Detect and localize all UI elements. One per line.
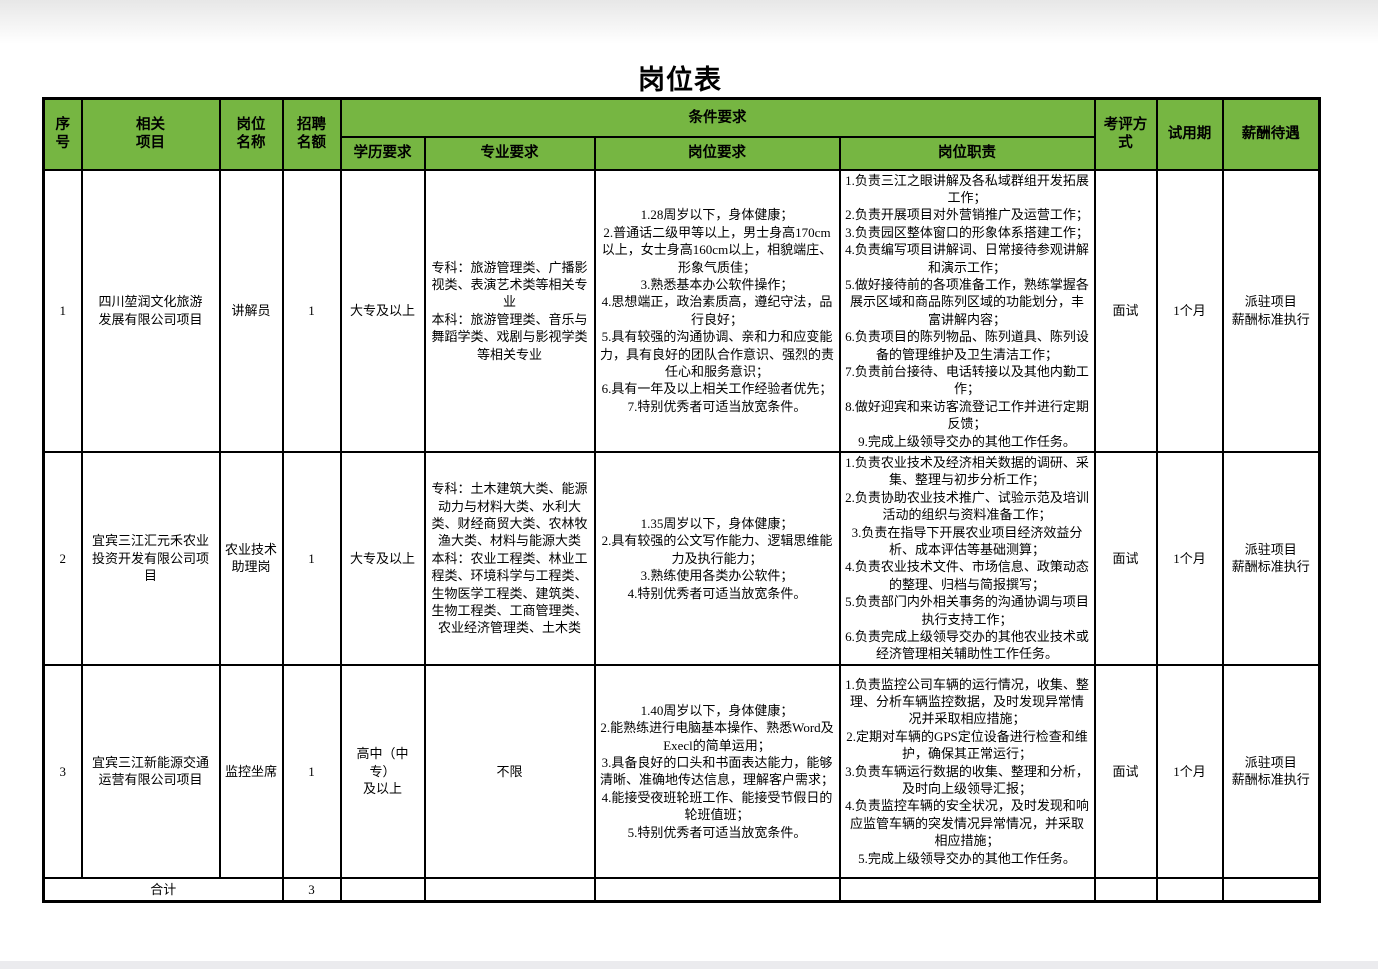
- cell-project: 宜宾三江汇元禾农业 投资开发有限公司项目: [80, 451, 221, 666]
- cell-salary: 派驻项目 薪酬标准执行: [1221, 168, 1321, 453]
- cell-probation: 1个月: [1155, 168, 1224, 453]
- cell-project: 四川堃润文化旅游 发展有限公司项目: [80, 168, 221, 453]
- header-major: 专业要求: [423, 135, 596, 171]
- total-empty-assessment: [1093, 876, 1158, 903]
- cell-duties: 1.负责三江之眼讲解及各私域群组开发拓展工作； 2.负责开展项目对外营销推广及运…: [838, 168, 1096, 453]
- total-row: 合计 3: [42, 876, 1321, 903]
- cell-quota: 1: [281, 168, 342, 453]
- header-salary: 薪酬待遇: [1221, 97, 1321, 171]
- total-empty-major: [423, 876, 596, 903]
- total-empty-probation: [1155, 876, 1224, 903]
- total-empty-education: [339, 876, 426, 903]
- header-conditions: 条件要求: [339, 97, 1096, 138]
- cell-quota: 1: [281, 663, 342, 879]
- header-seq: 序号: [42, 97, 83, 171]
- cell-salary: 派驻项目 薪酬标准执行: [1221, 663, 1321, 879]
- cell-education: 大专及以上: [339, 168, 426, 453]
- total-quota: 3: [281, 876, 342, 903]
- job-positions-table: 序号 相关 项目 岗位 名称 招聘 名额 条件要求 考评方式 试用期 薪酬待遇 …: [42, 97, 1321, 904]
- header-requirements: 岗位要求: [593, 135, 841, 171]
- cell-duties: 1.负责监控公司车辆的运行情况，收集、整理、分析车辆监控数据，及时发现异常情况并…: [838, 663, 1096, 879]
- cell-position: 监控坐席: [218, 663, 284, 879]
- cell-probation: 1个月: [1155, 663, 1224, 879]
- header-position: 岗位 名称: [218, 97, 284, 171]
- table-row: 1 四川堃润文化旅游 发展有限公司项目 讲解员 1 大专及以上 专科：旅游管理类…: [42, 168, 1321, 453]
- cell-assessment: 面试: [1093, 663, 1158, 879]
- bottom-strip: [0, 961, 1378, 969]
- cell-requirements: 1.28周岁以下，身体健康； 2.普通话二级甲等以上，男士身高170cm以上，女…: [593, 168, 841, 453]
- header-education: 学历要求: [339, 135, 426, 171]
- cell-major: 专科：土木建筑大类、能源动力与材料大类、水利大类、财经商贸大类、农林牧渔大类、材…: [423, 451, 596, 666]
- cell-education: 大专及以上: [339, 451, 426, 666]
- total-label: 合计: [42, 876, 284, 903]
- cell-seq: 2: [42, 451, 83, 666]
- table-row: 2 宜宾三江汇元禾农业 投资开发有限公司项目 农业技术 助理岗 1 大专及以上 …: [42, 451, 1321, 666]
- cell-assessment: 面试: [1093, 451, 1158, 666]
- cell-seq: 1: [42, 168, 83, 453]
- cell-assessment: 面试: [1093, 168, 1158, 453]
- total-empty-salary: [1221, 876, 1321, 903]
- cell-requirements: 1.35周岁以下，身体健康； 2.具有较强的公文写作能力、逻辑思维能力及执行能力…: [593, 451, 841, 666]
- cell-major: 不限: [423, 663, 596, 879]
- total-empty-duties: [838, 876, 1096, 903]
- cell-project: 宜宾三江新能源交通 运营有限公司项目: [80, 663, 221, 879]
- header-assessment: 考评方式: [1093, 97, 1158, 171]
- cell-quota: 1: [281, 451, 342, 666]
- table-row: 3 宜宾三江新能源交通 运营有限公司项目 监控坐席 1 高中（中专） 及以上 不…: [42, 663, 1321, 879]
- cell-duties: 1.负责农业技术及经济相关数据的调研、采集、整理与初步分析工作； 2.负责协助农…: [838, 451, 1096, 666]
- top-gradient: [0, 0, 1378, 44]
- cell-salary: 派驻项目 薪酬标准执行: [1221, 451, 1321, 666]
- cell-position: 农业技术 助理岗: [218, 451, 284, 666]
- header-quota: 招聘 名额: [281, 97, 342, 171]
- header-duties: 岗位职责: [838, 135, 1096, 171]
- header-project: 相关 项目: [80, 97, 221, 171]
- cell-major: 专科：旅游管理类、广播影视类、表演艺术类等相关专业 本科：旅游管理类、音乐与舞蹈…: [423, 168, 596, 453]
- cell-seq: 3: [42, 663, 83, 879]
- cell-probation: 1个月: [1155, 451, 1224, 666]
- cell-requirements: 1.40周岁以下，身体健康； 2.能熟练进行电脑基本操作、熟悉Word及Exec…: [593, 663, 841, 879]
- page-title: 岗位表: [638, 65, 722, 95]
- total-empty-requirements: [593, 876, 841, 903]
- cell-position: 讲解员: [218, 168, 284, 453]
- header-probation: 试用期: [1155, 97, 1224, 171]
- cell-education: 高中（中专） 及以上: [339, 663, 426, 879]
